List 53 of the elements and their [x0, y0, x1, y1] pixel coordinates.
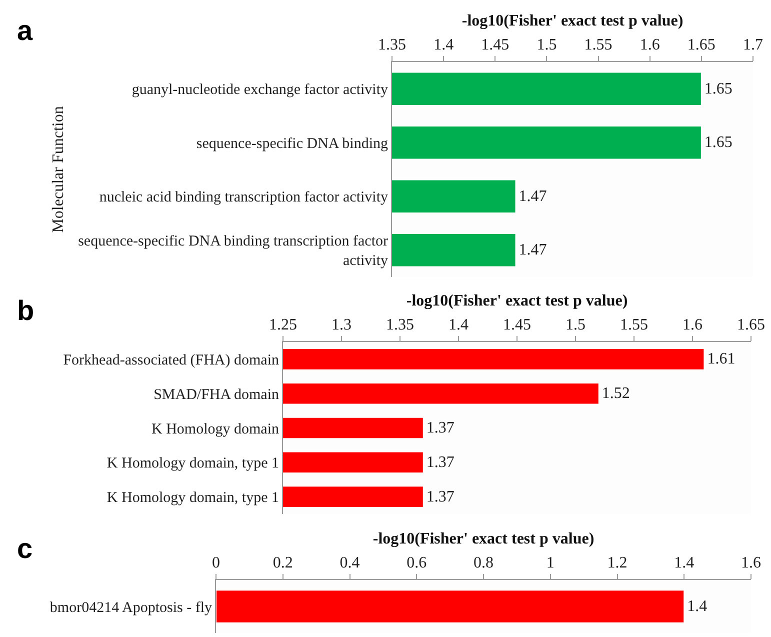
data-label: 1.4 — [687, 598, 708, 615]
data-label: 1.52 — [602, 385, 630, 402]
x-tick-label: 1.6 — [640, 36, 660, 54]
y-tick-label: K Homology domain, type 1 — [106, 456, 279, 472]
x-tick-label: 1.55 — [584, 36, 612, 54]
data-label: 1.37 — [426, 488, 454, 506]
y-tick-label: sequence-specific DNA binding — [196, 136, 388, 152]
x-tick-label: 1.4 — [674, 554, 694, 572]
x-tick-label: 1.4 — [448, 316, 468, 334]
x-tick-label: 1.5 — [566, 316, 586, 334]
y-tick-label: sequence-specific DNA binding transcription factor activity — [78, 234, 388, 270]
x-tick-label: 1 — [546, 554, 554, 572]
x-tick-label: 1.25 — [269, 316, 297, 334]
data-label: 1.61 — [707, 350, 736, 368]
x-tick-label: 0.6 — [406, 554, 427, 572]
text: a — [17, 15, 33, 46]
x-tick-label: 1.45 — [503, 316, 531, 334]
y-axis-title: Molecular Function — [50, 106, 67, 233]
y-tick-label: bmor04214 Apoptosis - fly — [50, 600, 212, 616]
x-tick-label: 1.45 — [481, 36, 510, 54]
x-tick-label: 1.65 — [737, 316, 765, 334]
x-tick-label: 1.35 — [386, 316, 414, 334]
text: b — [17, 295, 34, 326]
x-tick-label: 1.7 — [743, 36, 763, 54]
x-tick-label: 1.2 — [607, 554, 628, 572]
text: c — [17, 533, 33, 564]
x-tick-label: 1.35 — [378, 36, 406, 54]
y-tick-label: nucleic acid binding transcription factor activity — [99, 190, 388, 206]
x-tick-label: 1.6 — [682, 316, 702, 334]
data-label: 1.47 — [518, 242, 547, 259]
x-tick-label: 0 — [212, 554, 220, 572]
y-tick-label: guanyl-nucleotide exchange factor activity — [132, 82, 388, 98]
x-tick-label: 0.2 — [272, 554, 293, 572]
y-tick-label: K Homology domain — [152, 421, 280, 438]
x-axis-title: -log10(Fisher' exact test p value) — [462, 12, 684, 30]
x-tick-label: 1.4 — [434, 36, 454, 54]
data-label: 1.65 — [704, 80, 732, 98]
x-tick-label: 1.5 — [536, 36, 557, 54]
data-label: 1.37 — [426, 454, 454, 471]
y-tick-label: SMAD/FHA domain — [154, 386, 280, 403]
y-tick-label: Forkhead-associated (FHA) domain — [63, 352, 280, 368]
data-label: 1.65 — [704, 134, 732, 152]
x-tick-label: 1.6 — [741, 554, 761, 572]
data-label: 1.47 — [518, 188, 547, 205]
x-tick-label: 1.55 — [620, 316, 648, 334]
x-axis-title: -log10(Fisher' exact test p value) — [372, 530, 594, 548]
x-tick-label: 0.4 — [340, 554, 360, 572]
x-tick-label: 1.65 — [687, 36, 716, 54]
data-label: 1.37 — [426, 420, 454, 436]
x-axis-title: -log10(Fisher' exact test p value) — [406, 292, 628, 310]
x-tick-label: 0.8 — [474, 554, 494, 572]
x-tick-label: 1.3 — [332, 316, 352, 334]
y-tick-label: K Homology domain, type 1 — [106, 490, 279, 506]
